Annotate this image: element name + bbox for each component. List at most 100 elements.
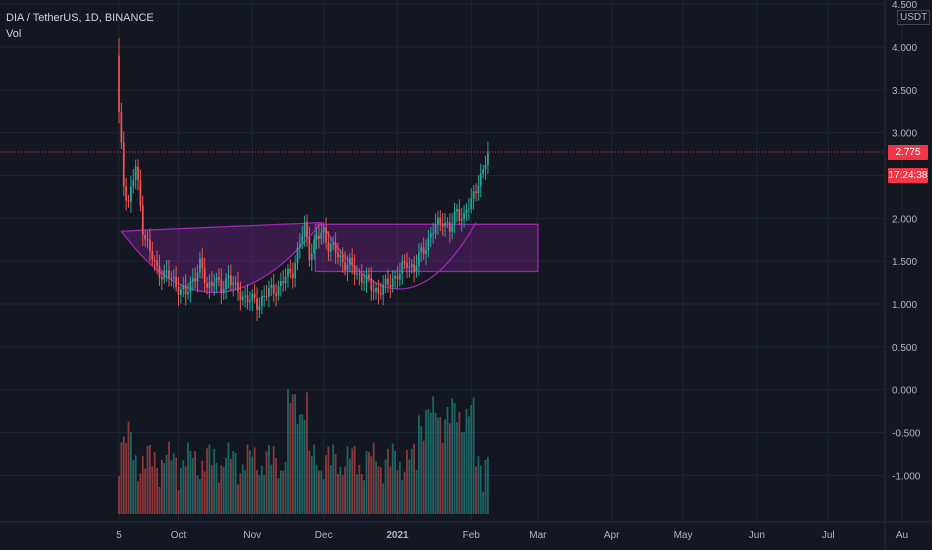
volume-bar: [249, 450, 251, 514]
volume-bar: [191, 457, 194, 514]
candle-body: [422, 247, 425, 254]
candle-body: [291, 273, 294, 279]
volume-bar: [441, 442, 444, 514]
candle-body: [301, 236, 304, 244]
candle-body: [125, 186, 128, 201]
candle-body: [184, 285, 187, 295]
volume-bar: [139, 473, 142, 514]
currency-unit[interactable]: USDT: [897, 10, 931, 25]
volume-bar: [348, 458, 351, 514]
volume-bar: [413, 443, 416, 514]
volume-bar: [218, 482, 220, 514]
candle-body: [368, 274, 370, 278]
x-tick-label: May: [674, 530, 693, 541]
volume-bar: [127, 421, 130, 514]
candle-body: [168, 270, 170, 279]
volume-bar: [437, 417, 439, 514]
candle-body: [232, 283, 235, 286]
candle-body: [284, 276, 287, 284]
x-tick-label: Nov: [243, 530, 261, 541]
volume-bar: [141, 456, 144, 514]
volume-bar: [156, 467, 158, 514]
handle-curve: [320, 222, 477, 290]
volume-bar: [296, 424, 299, 514]
candle-body: [275, 293, 277, 296]
candle-body: [446, 222, 449, 224]
x-tick-label: Au: [896, 530, 908, 541]
candle-body: [251, 293, 254, 301]
volume-bar: [448, 423, 451, 514]
volume-bar: [470, 404, 473, 514]
candle-body: [363, 282, 366, 284]
volume-bar: [484, 459, 487, 514]
volume-bar: [344, 466, 346, 514]
volume-bar: [289, 403, 292, 514]
candle-body: [353, 265, 356, 275]
volume-bar: [177, 490, 180, 514]
volume-bar: [439, 417, 442, 514]
volume-bar: [158, 486, 161, 514]
y-tick-label: 1.000: [892, 300, 917, 311]
volume-bar: [327, 446, 330, 514]
volume-bar: [125, 442, 128, 514]
candle-body: [351, 257, 354, 266]
volume-bar: [222, 466, 225, 514]
volume-bar: [265, 451, 268, 514]
candle-body: [484, 164, 487, 170]
candle-body: [165, 270, 168, 272]
volume-bar: [315, 465, 318, 514]
candle-body: [453, 211, 456, 225]
candle-body: [260, 296, 263, 306]
candle-body: [298, 243, 301, 248]
candle-body: [310, 253, 313, 260]
volume-label: Vol: [6, 28, 22, 40]
candle-body: [215, 277, 218, 284]
volume-bar: [456, 422, 458, 514]
candle-body: [156, 260, 158, 267]
volume-bar: [122, 436, 125, 514]
volume-bar: [353, 446, 356, 514]
volume-bar: [332, 444, 335, 514]
candle-body: [320, 232, 323, 239]
volume-bar: [215, 462, 218, 514]
volume-bar: [165, 454, 168, 514]
candle-body: [272, 284, 275, 294]
volume-bar: [301, 414, 304, 514]
volume-bar: [398, 461, 401, 514]
volume-bar: [279, 470, 282, 514]
candle-body: [210, 282, 213, 286]
volume-bar: [475, 466, 477, 514]
volume-bar: [313, 444, 316, 514]
volume-bar: [458, 412, 461, 514]
volume-bar: [258, 475, 261, 514]
candle-body: [194, 278, 197, 282]
candle-body: [177, 286, 180, 295]
volume-bar: [446, 406, 449, 514]
volume-bar: [294, 394, 297, 514]
candle-body: [141, 205, 144, 235]
candle-body: [253, 293, 256, 299]
volume-bar: [194, 451, 197, 514]
volume-bar: [472, 397, 475, 514]
candle-body: [394, 276, 396, 279]
candle-body: [308, 237, 311, 260]
candle-body: [182, 285, 185, 290]
volume-bar: [432, 396, 435, 514]
candle-body: [372, 290, 375, 292]
candle-body: [389, 284, 392, 288]
volume-bar: [210, 465, 213, 514]
volume-bar: [391, 443, 394, 514]
volume-bar: [153, 452, 156, 514]
volume-bar: [420, 425, 423, 514]
candle-body: [315, 235, 318, 240]
volume-bar: [298, 414, 301, 514]
candle-body: [268, 287, 270, 297]
candle-body: [313, 239, 316, 254]
volume-bar: [184, 466, 187, 514]
candle-body: [332, 242, 335, 245]
volume-bar: [239, 473, 242, 514]
candle-body: [213, 283, 216, 286]
current-price-badge: 2.775: [888, 145, 928, 160]
candle-body: [118, 55, 120, 113]
